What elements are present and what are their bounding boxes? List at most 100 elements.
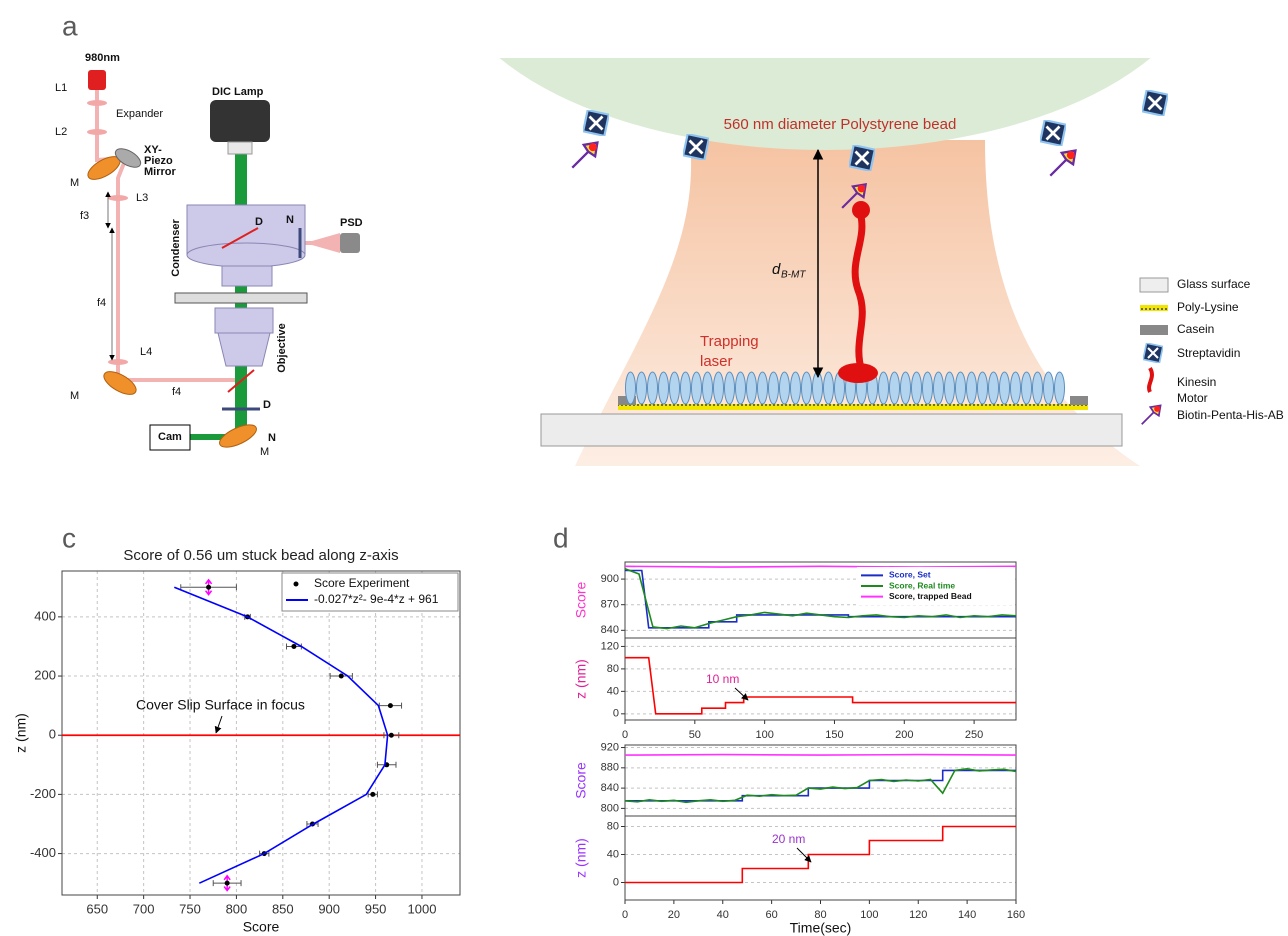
x-tick-label: 800 xyxy=(226,901,248,916)
y-tick-label: 80 xyxy=(607,820,619,832)
legend-icon xyxy=(1149,368,1152,392)
objective xyxy=(218,333,270,366)
diagram-label: D xyxy=(263,399,271,411)
legend-icon xyxy=(1140,278,1168,292)
streptavidin xyxy=(583,110,609,136)
casein xyxy=(1070,396,1088,405)
y-tick-label: 870 xyxy=(601,599,619,611)
point xyxy=(225,881,230,886)
lens xyxy=(108,195,128,201)
panel-label: a xyxy=(62,10,78,41)
distance-label: d xyxy=(772,261,781,278)
y-tick-label: 80 xyxy=(607,663,619,675)
lens xyxy=(87,129,107,135)
y-tick-label: 840 xyxy=(601,782,619,794)
legend-icon xyxy=(1140,325,1168,335)
x-tick-label: 50 xyxy=(689,729,701,741)
setup-diagram: 980nm L1 Expander L2 XY- Piezo Mirror M … xyxy=(55,52,363,458)
legend-text: Poly-Lysine xyxy=(1177,300,1239,314)
laser-label: Trapping xyxy=(700,333,759,350)
legend-label: -0.027*z²- 9e-4*z + 961 xyxy=(314,592,439,606)
x-tick-label: 950 xyxy=(365,901,387,916)
diagram-label: Mirror xyxy=(144,166,177,178)
x-tick-label: 850 xyxy=(272,901,294,916)
annotation: 10 nm xyxy=(706,672,739,686)
x-tick-label: 200 xyxy=(895,729,913,741)
diagram-label: M xyxy=(70,177,79,189)
x-tick-label: 60 xyxy=(766,909,778,921)
x-tick-label: 1000 xyxy=(408,901,437,916)
lens xyxy=(108,359,128,365)
bead-label: 560 nm diameter Polystyrene bead xyxy=(724,116,957,133)
objective xyxy=(215,308,273,333)
y-tick-label: 0 xyxy=(613,708,619,720)
legend-text: Biotin-Penta-His-AB xyxy=(1177,408,1284,422)
x-tick-label: 140 xyxy=(958,909,976,921)
kinesin-head xyxy=(838,363,878,383)
laser xyxy=(88,70,106,90)
diagram-label: N xyxy=(286,214,294,226)
lamp xyxy=(210,100,270,142)
y-axis-label: z (nm) xyxy=(573,838,589,878)
y-tick-label: 40 xyxy=(607,848,619,860)
plot-frame xyxy=(625,638,1016,720)
y-tick-label: -200 xyxy=(30,786,56,801)
biotin-antibody xyxy=(1050,151,1075,176)
line xyxy=(625,770,1016,800)
figure: a b c d 980nm L1 Expander L2 XY- Piezo M… xyxy=(0,0,1288,936)
x-tick-label: 40 xyxy=(717,909,729,921)
point xyxy=(206,585,211,590)
streptavidin xyxy=(1040,120,1066,146)
diagram-label: D xyxy=(255,216,263,228)
point xyxy=(291,644,296,649)
y-tick-label: 880 xyxy=(601,762,619,774)
glass-surface xyxy=(541,414,1122,446)
x-axis-label: Score xyxy=(243,919,280,935)
x-tick-label: 160 xyxy=(1007,909,1025,921)
annotation-arrow xyxy=(216,716,222,733)
line xyxy=(625,566,1016,567)
diagram-label: f4 xyxy=(172,386,181,398)
lamp-window xyxy=(228,142,252,154)
annotation-arrow xyxy=(735,688,748,700)
distance-subscript: B-MT xyxy=(781,270,806,281)
psd xyxy=(340,233,360,253)
diagram-label: L4 xyxy=(140,346,152,358)
legend-icon xyxy=(1143,343,1163,363)
x-tick-label: 120 xyxy=(909,909,927,921)
diagram-label: Cam xyxy=(158,431,182,443)
legend-marker xyxy=(294,582,299,587)
condenser xyxy=(187,243,305,267)
diagram-label: Condenser xyxy=(170,219,182,277)
point xyxy=(339,674,344,679)
y-tick-label: 200 xyxy=(34,667,56,682)
panel-label: d xyxy=(553,522,569,553)
x-tick-label: 700 xyxy=(133,901,155,916)
y-tick-label: 40 xyxy=(607,685,619,697)
legend-icon xyxy=(1140,305,1168,311)
legend-text: Kinesin xyxy=(1177,375,1216,389)
diagram-label: L1 xyxy=(55,82,67,94)
streptavidin xyxy=(683,134,709,160)
chart-title: Score of 0.56 um stuck bead along z-axis xyxy=(123,547,398,564)
line xyxy=(625,658,1016,714)
y-tick-label: 900 xyxy=(601,573,619,585)
y-tick-label: 0 xyxy=(49,727,56,742)
y-axis-label: z (nm) xyxy=(573,659,589,699)
legend-text: Motor xyxy=(1177,391,1208,405)
streptavidin xyxy=(849,145,875,171)
line xyxy=(625,769,1016,803)
diagram-label: Expander xyxy=(116,108,163,120)
y-axis-label: z (nm) xyxy=(13,713,29,753)
plot-frame xyxy=(62,571,460,895)
legend-label: Score, trapped Bead xyxy=(889,591,972,601)
lens xyxy=(87,100,107,106)
x-tick-label: 150 xyxy=(825,729,843,741)
bead-diagram: 560 nm diameter Polystyrene bead d B-MT … xyxy=(440,0,1288,466)
legend-text: Glass surface xyxy=(1177,277,1251,291)
x-tick-label: 750 xyxy=(179,901,201,916)
x-axis-label: Time(sec) xyxy=(790,920,852,936)
annotation: 20 nm xyxy=(772,832,805,846)
plot-frame xyxy=(625,816,1016,900)
diagram-label: L3 xyxy=(136,192,148,204)
